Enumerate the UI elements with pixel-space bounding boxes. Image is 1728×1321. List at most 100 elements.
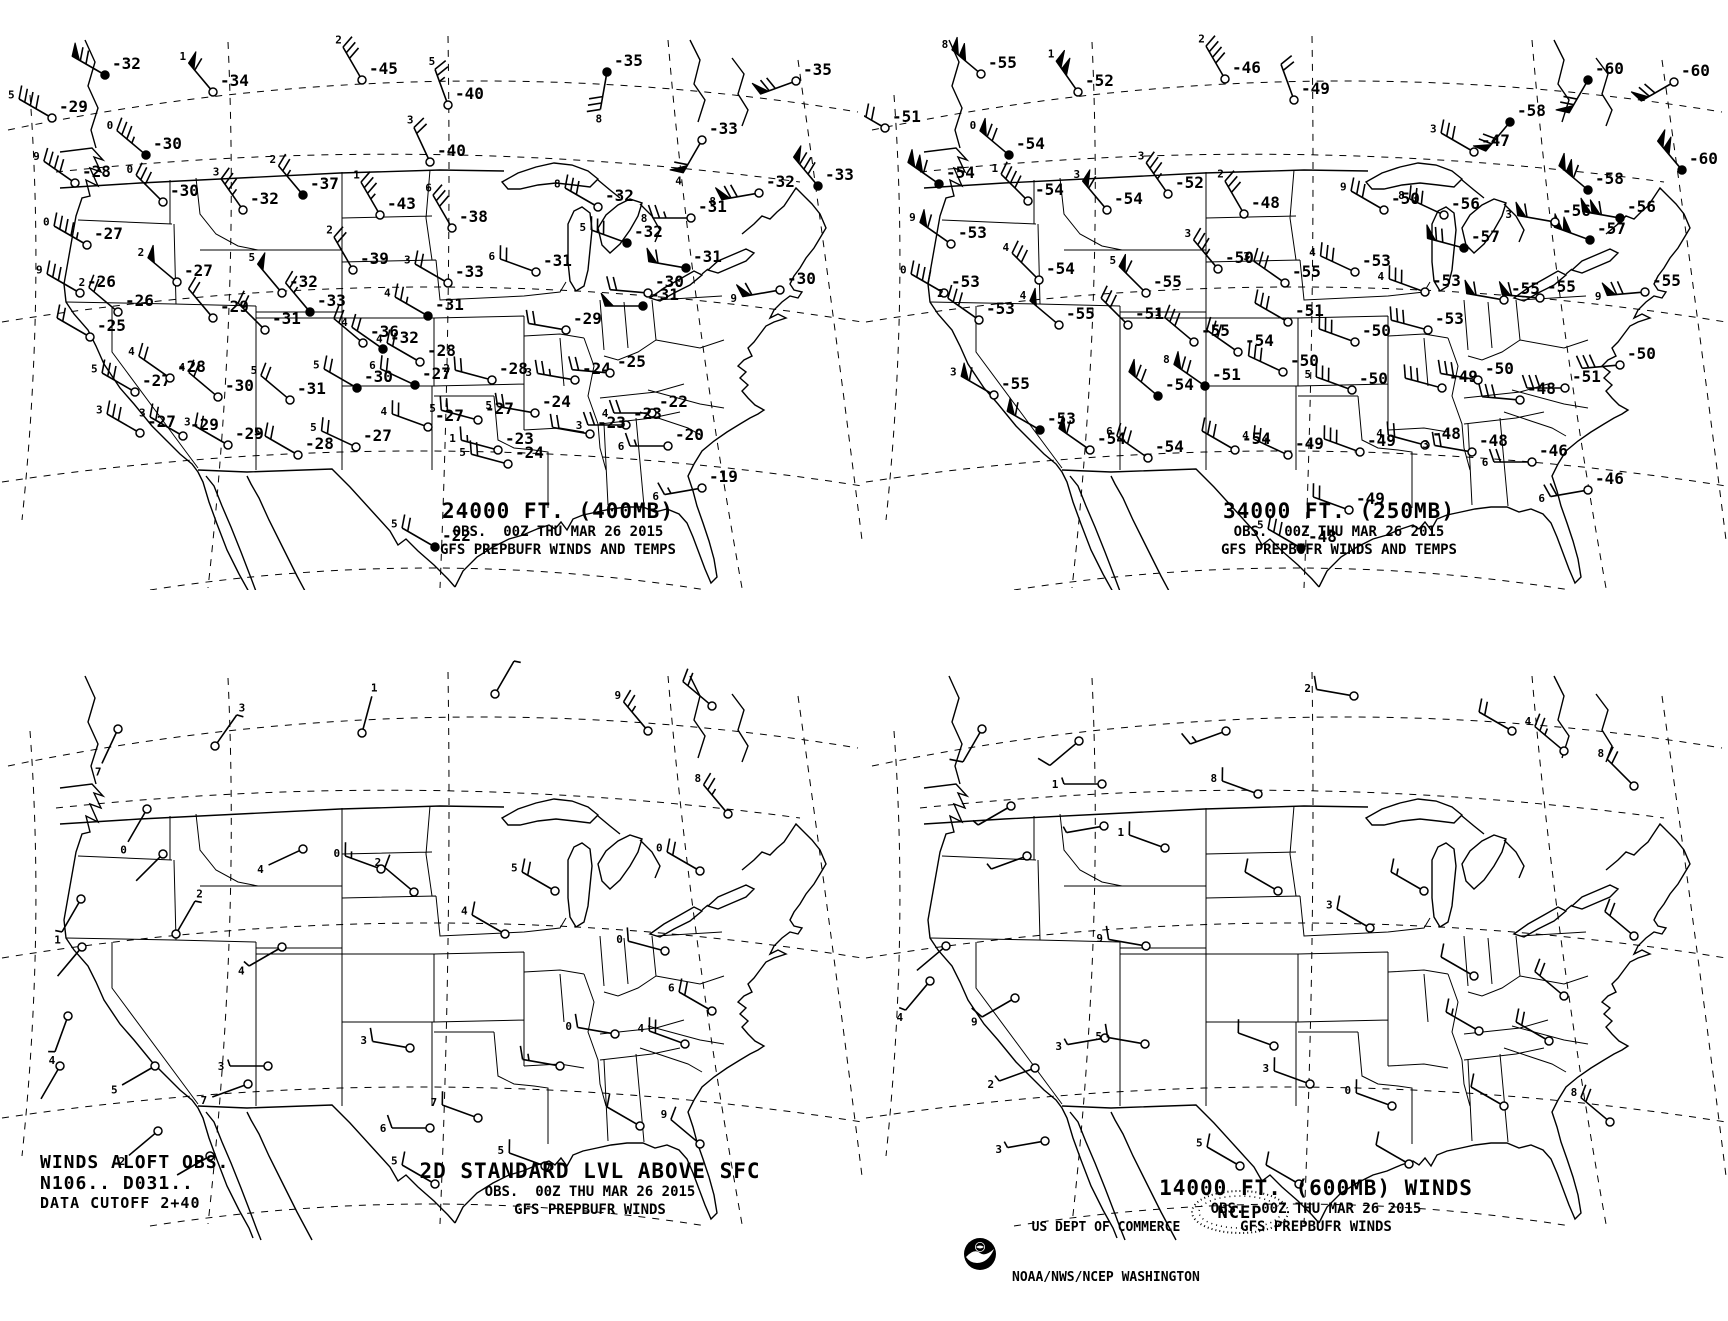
svg-text:2: 2: [1217, 167, 1224, 180]
svg-text:3: 3: [1422, 438, 1429, 451]
svg-text:-29: -29: [220, 297, 249, 316]
svg-text:-51: -51: [1572, 367, 1601, 386]
svg-text:-19: -19: [709, 467, 738, 486]
svg-text:5: 5: [1196, 1137, 1203, 1150]
svg-text:-53: -53: [951, 272, 980, 291]
svg-text:-55: -55: [1292, 262, 1321, 281]
panel-source: GFS PREPBUFR WINDS AND TEMPS: [1139, 542, 1539, 560]
svg-text:-40: -40: [455, 84, 484, 103]
svg-text:-53: -53: [958, 223, 987, 242]
svg-text:9: 9: [1595, 290, 1602, 303]
svg-text:1: 1: [1155, 306, 1162, 319]
svg-text:6: 6: [668, 982, 675, 995]
svg-text:4: 4: [896, 1011, 903, 1024]
svg-text:-46: -46: [1539, 441, 1568, 460]
svg-text:4: 4: [381, 405, 388, 418]
svg-text:8: 8: [596, 112, 603, 125]
svg-text:3: 3: [218, 1060, 225, 1073]
svg-text:-30: -30: [170, 181, 199, 200]
svg-text:-31: -31: [272, 309, 301, 328]
svg-text:-60: -60: [1595, 59, 1624, 78]
svg-text:-25: -25: [617, 352, 646, 371]
svg-text:-54: -54: [1165, 375, 1194, 394]
svg-text:2: 2: [375, 856, 382, 869]
svg-text:4: 4: [1002, 241, 1009, 254]
svg-text:6: 6: [425, 181, 432, 194]
svg-text:9: 9: [1340, 181, 1347, 194]
svg-text:5: 5: [313, 359, 320, 372]
svg-text:-54: -54: [1016, 134, 1045, 153]
svg-text:5: 5: [8, 89, 15, 102]
svg-text:4: 4: [1376, 427, 1383, 440]
svg-text:-28: -28: [82, 162, 111, 181]
svg-text:-60: -60: [1689, 149, 1718, 168]
svg-text:3: 3: [950, 366, 957, 379]
svg-text:-32: -32: [766, 172, 795, 191]
svg-text:-58: -58: [1595, 169, 1624, 188]
svg-text:5: 5: [254, 426, 261, 439]
svg-text:6: 6: [1482, 456, 1489, 469]
svg-text:-28: -28: [305, 434, 334, 453]
svg-text:-38: -38: [459, 207, 488, 226]
svg-text:-23: -23: [597, 413, 626, 432]
svg-text:4: 4: [1378, 270, 1385, 283]
svg-text:8: 8: [641, 212, 648, 225]
svg-text:-28: -28: [499, 359, 528, 378]
svg-text:9: 9: [33, 150, 40, 163]
svg-text:-50: -50: [1359, 369, 1388, 388]
ncep-logo-text: NCEP: [1218, 1203, 1263, 1223]
svg-text:9: 9: [661, 1108, 668, 1121]
svg-text:5: 5: [248, 251, 255, 264]
svg-text:-31: -31: [297, 379, 326, 398]
svg-text:2: 2: [988, 1078, 995, 1091]
svg-text:3: 3: [1138, 149, 1145, 162]
svg-text:9: 9: [971, 1016, 978, 1029]
panel-title-block: 24000 FT. (400MB) OBS. 00Z THU MAR 26 20…: [358, 498, 758, 559]
svg-text:-48: -48: [1479, 431, 1508, 450]
svg-text:3: 3: [1243, 250, 1250, 263]
svg-text:3: 3: [525, 366, 532, 379]
svg-text:-48: -48: [1251, 193, 1280, 212]
svg-text:0: 0: [900, 264, 907, 277]
svg-text:-24: -24: [515, 443, 544, 462]
svg-text:5: 5: [498, 1144, 505, 1157]
svg-text:-54: -54: [1155, 437, 1184, 456]
svg-text:-39: -39: [360, 249, 389, 268]
svg-text:-31: -31: [543, 251, 572, 270]
svg-text:2: 2: [269, 153, 276, 166]
svg-text:3: 3: [1326, 899, 1333, 912]
svg-text:-30: -30: [225, 376, 254, 395]
svg-text:-53: -53: [986, 299, 1015, 318]
svg-text:0: 0: [120, 844, 127, 857]
svg-text:3: 3: [1430, 123, 1437, 136]
svg-text:6: 6: [1538, 492, 1545, 505]
svg-text:5: 5: [91, 363, 98, 376]
svg-text:2: 2: [1304, 682, 1311, 695]
svg-text:2: 2: [326, 223, 333, 236]
svg-text:-34: -34: [220, 71, 249, 90]
svg-text:2: 2: [196, 887, 203, 900]
svg-text:3: 3: [360, 1034, 367, 1047]
svg-text:-26: -26: [125, 291, 154, 310]
svg-text:-46: -46: [1595, 469, 1624, 488]
svg-text:-25: -25: [97, 316, 126, 335]
svg-text:-52: -52: [1085, 71, 1114, 90]
svg-text:9: 9: [36, 264, 43, 277]
svg-text:7: 7: [201, 1094, 208, 1107]
svg-text:-31: -31: [435, 295, 464, 314]
svg-text:-57: -57: [1597, 219, 1626, 238]
svg-text:-57: -57: [1471, 227, 1500, 246]
svg-text:3: 3: [1263, 1062, 1270, 1075]
panel-title: 2D STANDARD LVL ABOVE SFC: [390, 1158, 790, 1184]
panel-title: 34000 FT. (250MB): [1139, 498, 1539, 524]
svg-text:-47: -47: [1481, 131, 1510, 150]
agency-footer: US DEPT OF COMMERCE NOAA/NWS/NCEP WASHIN…: [962, 1186, 1200, 1321]
svg-text:6: 6: [618, 440, 625, 453]
svg-text:-27: -27: [435, 406, 464, 425]
panel-obs-time: OBS. 00Z THU MAR 26 2015: [390, 1184, 790, 1202]
ncep-logo: NCEP: [1188, 1188, 1292, 1236]
